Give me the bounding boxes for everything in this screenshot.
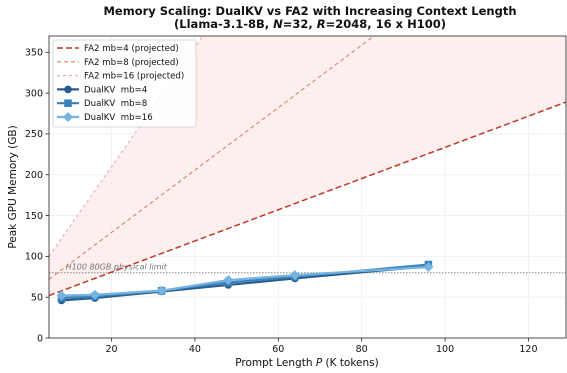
data-point-dualkv-mb-16 — [223, 275, 234, 286]
y-tick-label: 200 — [25, 170, 43, 181]
legend-item-dualkv-mb-4: DualKV mb=4 — [57, 85, 147, 95]
series-line-dualkv-mb-16 — [61, 265, 429, 297]
y-axis-ticks: 0 50 100 150 200 250 300 350 — [25, 48, 49, 344]
series-line-dualkv-mb-4 — [61, 265, 429, 302]
x-tick-label: 20 — [105, 344, 117, 355]
y-tick-label: 350 — [25, 48, 43, 59]
y-tick-label: 100 — [25, 252, 43, 263]
h100-limit-label: H100 80GB physical limit — [66, 263, 168, 272]
chart-title-line1: Memory Scaling: DualKV vs FA2 with Incre… — [103, 4, 516, 18]
x-axis-ticks: 20 40 60 80 100 120 — [105, 338, 538, 355]
legend-marker — [64, 85, 72, 94]
y-tick-label: 150 — [25, 211, 43, 222]
x-tick-label: 40 — [189, 344, 201, 355]
legend-item-fa2-mb-16-projected: FA2 mb=16 (projected) — [57, 72, 184, 82]
legend: FA2 mb=4 (projected) FA2 mb=8 (projected)… — [52, 39, 197, 128]
h100-limit: H100 80GB physical limit — [49, 263, 566, 274]
y-tick-label: 0 — [37, 333, 43, 344]
data-point-dualkv-mb-16 — [56, 290, 67, 301]
x-tick-label: 60 — [272, 344, 284, 355]
legend-label: DualKV mb=4 — [84, 85, 147, 95]
legend-item-dualkv-mb-16: DualKV mb=16 — [57, 111, 153, 123]
legend-label: FA2 mb=16 (projected) — [84, 72, 184, 82]
y-tick-label: 50 — [31, 292, 43, 303]
data-point-dualkv-mb-16 — [423, 261, 434, 272]
x-axis-label: Prompt Length P (K tokens) — [235, 357, 379, 369]
legend-item-fa2-mb-8-projected: FA2 mb=8 (projected) — [57, 58, 179, 68]
x-tick-label: 120 — [519, 344, 537, 355]
chart-title-line2: (Llama-3.1-8B, N=32, R=2048, 16 x H100) — [174, 17, 446, 31]
series-line-fa2-mb-16-projected — [49, 36, 204, 257]
legend-label: DualKV mb=8 — [84, 99, 147, 109]
legend-label: FA2 mb=8 (projected) — [84, 58, 179, 68]
legend-box — [52, 39, 197, 128]
series-line-fa2-mb-4-projected — [49, 101, 566, 297]
legend-marker — [64, 99, 72, 108]
data-point-dualkv-mb-16 — [89, 289, 100, 300]
y-tick-label: 300 — [25, 88, 43, 99]
plot-frame — [48, 35, 567, 339]
series-line-fa2-mb-8-projected — [49, 36, 375, 280]
series — [49, 36, 566, 305]
legend-marker — [62, 111, 74, 123]
x-tick-label: 80 — [356, 344, 368, 355]
legend-label: DualKV mb=16 — [84, 113, 153, 123]
legend-item-dualkv-mb-8: DualKV mb=8 — [57, 99, 147, 109]
data-point-dualkv-mb-16 — [156, 285, 167, 296]
data-point-dualkv-mb-16 — [289, 270, 300, 281]
legend-item-fa2-mb-4-projected: FA2 mb=4 (projected) — [57, 44, 179, 54]
legend-label: FA2 mb=4 (projected) — [84, 44, 179, 54]
x-tick-label: 100 — [436, 344, 454, 355]
y-tick-label: 250 — [25, 129, 43, 140]
y-axis-label: Peak GPU Memory (GB) — [7, 125, 19, 248]
